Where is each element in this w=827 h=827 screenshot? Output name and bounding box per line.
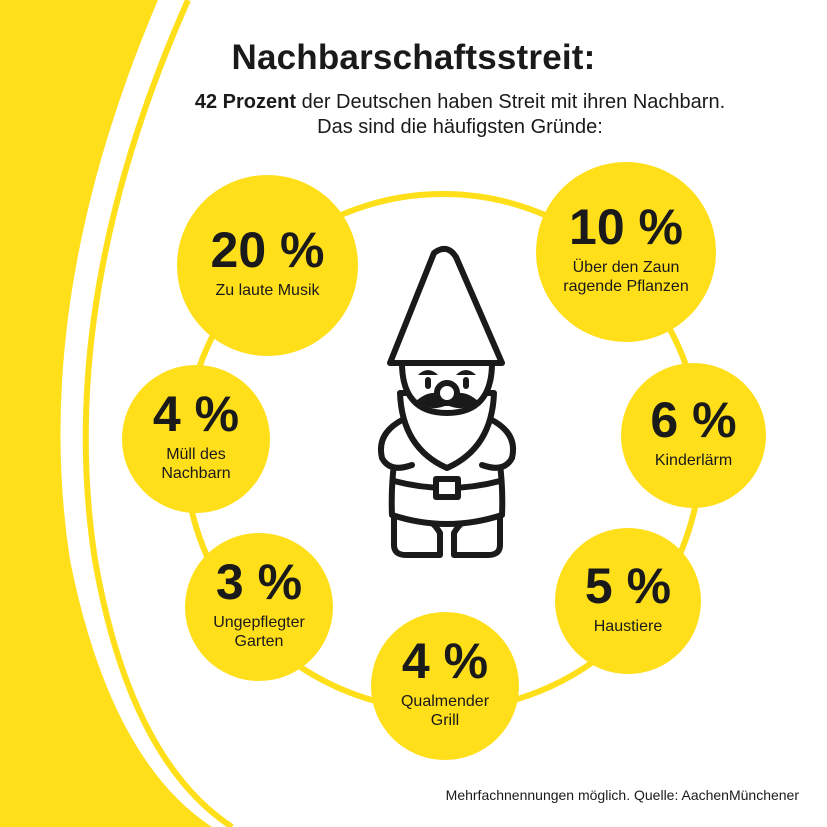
garden-gnome-icon <box>378 245 516 558</box>
stat-value: 6 % <box>650 392 737 448</box>
stat-value: 4 % <box>152 386 240 442</box>
stat-label: Über den Zaun ragende Pflanzen <box>563 259 689 295</box>
stat-label: Ungepflegter Garten <box>213 614 305 650</box>
stat-value: 5 % <box>584 557 672 614</box>
left-yellow-arc <box>0 0 212 827</box>
stat-label: Haustiere <box>593 617 663 635</box>
stat-bubble-grill: 4 % Qualmender Grill <box>371 612 519 760</box>
left-yellow-arc-stripe <box>82 0 234 827</box>
subtitle-line-2: Das sind die häufigsten Gründe: <box>317 116 603 138</box>
page-title: Nachbarschaftsstreit: <box>231 38 596 77</box>
subtitle-line-1: 42 Prozent der Deutschen haben Streit mi… <box>130 90 790 115</box>
stat-label: Zu laute Musik <box>215 282 320 299</box>
stat-bubble-plants: 10 % Über den Zaun ragende Pflanzen <box>536 162 716 342</box>
stat-value: 10 % <box>569 199 683 255</box>
stat-value: 3 % <box>215 554 303 610</box>
stat-label: Kinderlärm <box>654 452 733 469</box>
page-subtitle: 42 Prozent der Deutschen haben Streit mi… <box>130 90 790 140</box>
source-footnote: Mehrfachnennungen möglich. Quelle: Aache… <box>445 787 799 803</box>
stat-label: Müll des Nachbarn <box>161 446 231 482</box>
stat-bubble-trash: 4 % Müll des Nachbarn <box>122 365 270 513</box>
subtitle-highlight: 42 Prozent <box>194 91 297 113</box>
stat-bubble-children: 6 % Kinderlärm <box>621 363 766 508</box>
stat-bubble-music: 20 % Zu laute Musik <box>177 175 358 356</box>
stat-value: 4 % <box>401 633 489 689</box>
stat-bubble-pets: 5 % Haustiere <box>555 528 701 674</box>
stat-label: Qualmender Grill <box>400 693 490 729</box>
stat-value: 20 % <box>210 222 325 278</box>
subtitle-text: der Deutschen haben Streit mit ihren Nac… <box>296 91 726 113</box>
stat-bubble-garden: 3 % Ungepflegter Garten <box>185 533 333 681</box>
